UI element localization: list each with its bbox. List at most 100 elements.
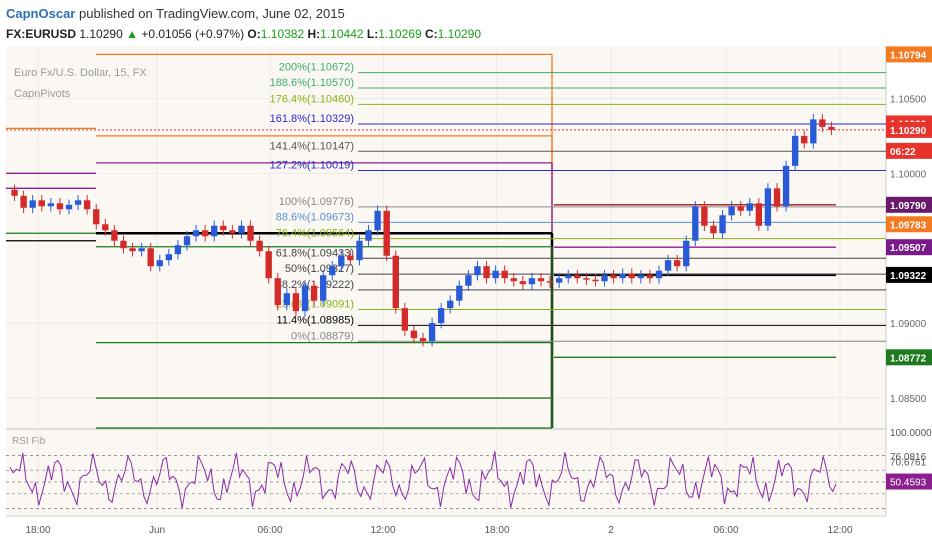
candle-body [220,225,227,231]
publish-line: CapnOscar published on TradingView.com, … [6,6,345,21]
candle-body [673,260,681,267]
candle-body [129,248,136,252]
symbol-line: FX:EURUSD 1.10290 ▲ +0.01056 (+0.97%) O:… [6,27,481,41]
candle-body [737,206,744,211]
candle-body [728,206,735,216]
low-value: 1.10269 [378,27,422,41]
candle-body [501,270,508,279]
candle-body [646,275,654,279]
x-tick-label: 18:00 [484,525,509,536]
candle-body [710,225,717,234]
candle-body [791,135,799,166]
candle-body [392,255,399,309]
candle-body [555,278,563,283]
candle-body [174,245,182,255]
rsi-pane[interactable] [6,430,886,515]
candle-body [764,188,772,226]
candle-body [356,240,363,261]
candles [11,114,835,347]
fib-label: 50%(1.09327) [285,263,354,275]
candle-body [365,230,372,241]
fib-label: 127.2%(1.10019) [270,159,354,171]
price-badge [886,142,932,159]
candle-body [192,230,200,237]
y-axis-ticks: 1.08500 1.09000 1.10000 1.10500 [890,94,927,405]
candle-body [20,195,27,208]
author-link[interactable]: CapnOscar [6,6,76,21]
candle-body [65,204,73,210]
fib-label: 200%(1.10672) [279,62,354,74]
candle-body [329,266,336,276]
last-price: 1.10290 [79,27,123,41]
candle-body [301,285,309,312]
candle-body [374,210,381,231]
price-badge [886,196,932,213]
candle-body [583,278,590,280]
price-badge-text: 1.09783 [890,220,927,231]
candle-body [773,188,781,207]
candle-body [801,135,808,144]
candle-body [537,278,545,282]
candle-body [38,200,45,207]
candle-body [401,308,409,331]
price-badge-text: 06:22 [890,147,916,158]
candle-body [338,255,345,267]
price-badge-text: 1.09322 [890,271,927,282]
candle-body [637,275,645,279]
open-value: 1.10382 [260,27,305,41]
symbol-name: FX:EURUSD [6,27,77,41]
candle-body [347,255,354,261]
candle-body [383,210,390,256]
candle-body [719,215,726,234]
rsi-level-label: 76.0816 [890,452,927,463]
rsi-legend: RSI Fib [12,436,46,447]
price-badge-text: 1.09790 [890,201,927,212]
candle-body [165,254,173,261]
candle-body [256,240,263,252]
candle-body [120,240,127,249]
candle-body [546,281,554,283]
rsi-level-label: 70.6761 [890,457,927,468]
candle-body [11,189,18,196]
candle-body [247,225,254,241]
candle-body [601,275,608,282]
y-tick-label: 1.10000 [890,169,927,180]
up-arrow-icon: ▲ [126,27,138,41]
fib-label: 0%(1.08879) [291,330,354,342]
candle-body [111,230,118,241]
y-tick-label: 1.09000 [890,319,927,330]
price-change: +0.01056 (+0.97%) [141,27,245,41]
x-tick-label: 2 [608,525,614,536]
publish-info: published on TradingView.com, June 02, 2… [79,6,345,21]
candle-body [519,281,527,285]
candle-body [47,203,55,207]
x-tick-label: 12:00 [827,525,852,536]
candle-body [147,248,154,267]
candle-body [483,266,490,279]
fib-label: 100%(1.09776) [279,196,354,208]
candle-body [201,230,209,237]
candle-body [510,278,517,282]
price-badge [886,239,932,256]
price-badge-text: 1.08772 [890,353,927,364]
candle-body [746,203,753,211]
close-label: C: [424,27,438,41]
candle-body [782,165,790,207]
fib-label: 76.4%(1.09564) [276,228,354,240]
x-tick-label: 06:00 [257,525,282,536]
candle-body [83,200,91,210]
candle-body [492,270,499,279]
fib-levels: 200%(1.10672) 188.6%(1.10570) 176.4%(1.104… [6,62,886,342]
candle-body [283,293,291,306]
candle-body [565,275,572,279]
candle-body [574,275,581,279]
price-chart[interactable]: Euro Fx/U.S. Dollar, 15, FX CapnPivots R… [0,46,932,550]
price-badge-text: 1.10290 [890,126,927,137]
rsi-value-badge [886,473,932,490]
x-tick-label: 06:00 [713,525,738,536]
candle-body [628,273,635,279]
price-pane[interactable] [6,46,886,428]
price-badge [886,216,932,233]
candle-body [428,323,436,342]
candle-body [183,236,191,246]
